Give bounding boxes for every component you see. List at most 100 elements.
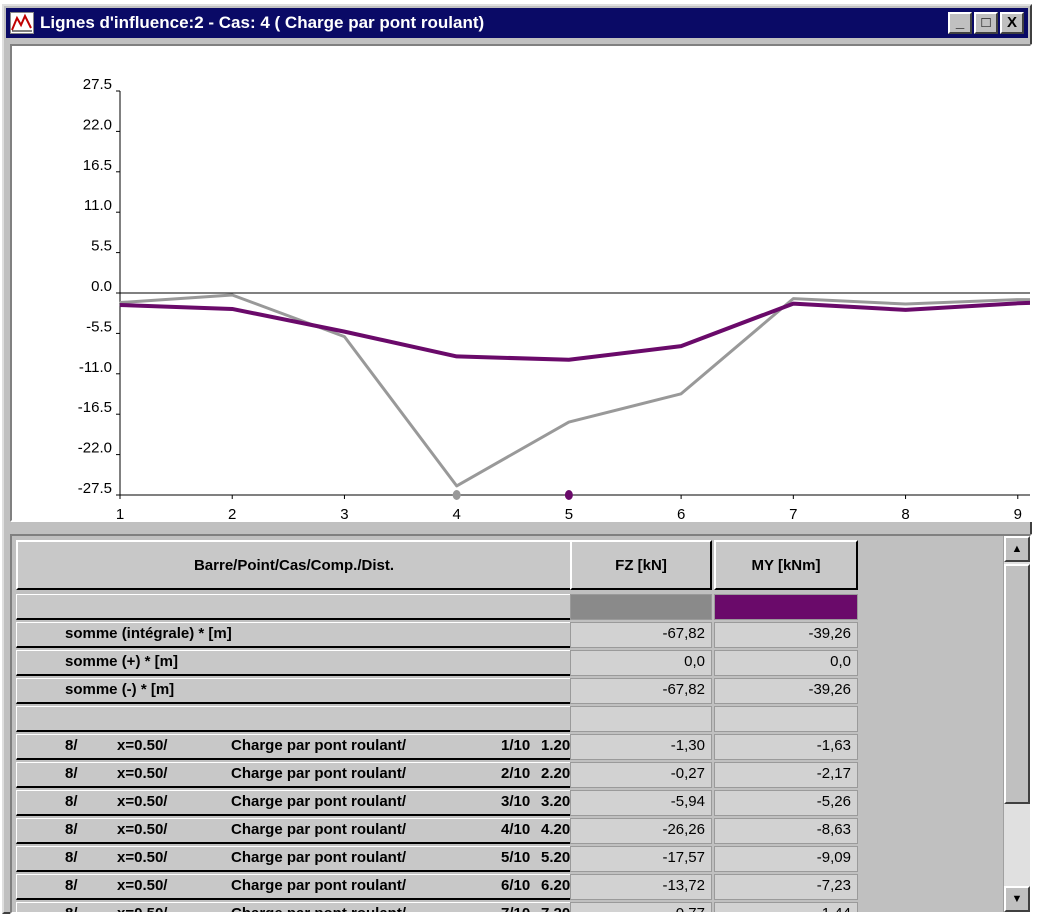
data-point: [456, 355, 458, 357]
y-tick-label: -22.0: [78, 440, 112, 457]
chart-app-icon: [10, 12, 34, 34]
data-point: [568, 359, 570, 361]
row-x: x=0.50/: [117, 765, 168, 782]
position-marker: [564, 490, 573, 500]
x-tick-label: 9: [1014, 506, 1022, 520]
x-tick-label: 1: [116, 506, 124, 520]
row-comp: 4/10: [501, 821, 531, 838]
data-point: [1017, 302, 1019, 304]
summary-row-label: somme (-) * [m]: [16, 678, 572, 704]
table-row[interactable]: 8/x=0.50/Charge par pont roulant/2/10 2.2…: [16, 762, 572, 788]
row-dist: 6.20: [541, 877, 571, 894]
row-cas: Charge par pont roulant/: [231, 849, 407, 866]
scroll-up-arrow-icon[interactable]: ▲: [1004, 536, 1030, 562]
row-my-value: -5,26: [714, 790, 858, 816]
data-point: [568, 421, 570, 423]
vertical-scrollbar[interactable]: ▲ ▼: [1003, 536, 1030, 912]
title-bar[interactable]: Lignes d'influence:2 - Cas: 4 ( Charge p…: [6, 8, 1028, 38]
row-my-value: -7,23: [714, 874, 858, 900]
row-cas: Charge par pont roulant/: [231, 765, 407, 782]
data-point: [231, 294, 233, 296]
summary-my-value: -39,26: [714, 622, 858, 648]
close-button[interactable]: X: [1000, 12, 1024, 34]
row-fz-value: 0,77: [570, 902, 712, 912]
data-point: [343, 336, 345, 338]
my-color-swatch: [714, 594, 858, 620]
influence-chart: 27.5 22.0 16.5 11.0 5.5 0.0 -5.5 -11.0 -16.5 -22.…: [78, 76, 1030, 520]
row-x: x=0.50/: [117, 737, 168, 754]
blank-fz-cell: [570, 706, 712, 732]
table-row[interactable]: 8/x=0.50/Charge par pont roulant/1/10 1.2…: [16, 734, 572, 760]
minimize-button[interactable]: _: [948, 12, 972, 34]
series-line: [119, 300, 1030, 362]
row-fz-value: -1,30: [570, 734, 712, 760]
y-tick-label: -16.5: [78, 399, 112, 416]
summary-row-label: somme (intégrale) * [m]: [16, 622, 572, 648]
row-my-value: -2,17: [714, 762, 858, 788]
y-tick-label: -5.5: [86, 318, 112, 335]
fz-color-swatch: [570, 594, 712, 620]
scroll-thumb[interactable]: [1004, 564, 1030, 804]
row-fz-value: -13,72: [570, 874, 712, 900]
scroll-down-arrow-icon[interactable]: ▼: [1004, 886, 1030, 912]
y-tick-label: 11.0: [84, 197, 112, 214]
row-x: x=0.50/: [117, 849, 168, 866]
row-fz-value: -0,27: [570, 762, 712, 788]
summary-fz-value: -67,82: [570, 622, 712, 648]
window-title: Lignes d'influence:2 - Cas: 4 ( Charge p…: [40, 13, 485, 32]
y-tick-label: 27.5: [83, 76, 112, 93]
row-dist: 2.20: [541, 765, 571, 782]
data-point: [792, 298, 794, 300]
maximize-button[interactable]: □: [974, 12, 998, 34]
row-dist: 3.20: [541, 793, 571, 810]
row-comp: 3/10: [501, 793, 531, 810]
table-row[interactable]: 8/x=0.50/Charge par pont roulant/7/10 7.2…: [16, 902, 572, 914]
y-tick-label: -11.0: [79, 359, 112, 376]
column-header-fz[interactable]: FZ [kN]: [570, 540, 712, 590]
row-comp: 5/10: [501, 849, 531, 866]
x-tick-label: 3: [340, 506, 348, 520]
data-point: [680, 345, 682, 347]
row-fz-value: -26,26: [570, 818, 712, 844]
table-row[interactable]: 8/x=0.50/Charge par pont roulant/4/10 4.2…: [16, 818, 572, 844]
data-point: [343, 331, 345, 333]
row-x: x=0.50/: [117, 821, 168, 838]
y-tick-label: 16.5: [83, 157, 112, 174]
table-row[interactable]: 8/x=0.50/Charge par pont roulant/6/10 6.2…: [16, 874, 572, 900]
x-tick-label: 4: [452, 506, 460, 520]
row-bar: 8/: [65, 793, 78, 810]
row-my-value: -8,63: [714, 818, 858, 844]
x-tick-label: 6: [677, 506, 685, 520]
row-cas: Charge par pont roulant/: [231, 793, 407, 810]
table-row[interactable]: 8/x=0.50/Charge par pont roulant/3/10 3.2…: [16, 790, 572, 816]
data-point: [792, 303, 794, 305]
y-tick-label: 5.5: [91, 238, 112, 255]
row-dist: 7.20: [541, 905, 571, 914]
row-bar: 8/: [65, 737, 78, 754]
summary-fz-value: 0,0: [570, 650, 712, 676]
data-point: [119, 302, 121, 304]
column-header-label[interactable]: Barre/Point/Cas/Comp./Dist.: [16, 540, 572, 590]
row-dist: 5.20: [541, 849, 571, 866]
position-marker: [452, 490, 461, 500]
row-comp: 6/10: [501, 877, 531, 894]
row-x: x=0.50/: [117, 905, 168, 914]
row-cas: Charge par pont roulant/: [231, 877, 407, 894]
data-point: [119, 304, 121, 306]
row-bar: 8/: [65, 765, 78, 782]
row-my-value: 1,44: [714, 902, 858, 912]
row-cas: Charge par pont roulant/: [231, 821, 407, 838]
x-tick-label: 2: [228, 506, 236, 520]
row-comp: 2/10: [501, 765, 531, 782]
row-dist: 4.20: [541, 821, 571, 838]
table-row[interactable]: 8/x=0.50/Charge par pont roulant/5/10 5.2…: [16, 846, 572, 872]
data-point: [680, 393, 682, 395]
summary-my-value: 0,0: [714, 650, 858, 676]
data-point: [1017, 299, 1019, 301]
column-header-my[interactable]: MY [kNm]: [714, 540, 858, 590]
y-tick-label: -27.5: [78, 480, 112, 497]
summary-fz-value: -67,82: [570, 678, 712, 704]
y-tick-label: 22.0: [83, 116, 112, 133]
influence-chart-panel: 27.5 22.0 16.5 11.0 5.5 0.0 -5.5 -11.0 -16.5 -22.…: [10, 44, 1032, 522]
data-point: [231, 308, 233, 310]
